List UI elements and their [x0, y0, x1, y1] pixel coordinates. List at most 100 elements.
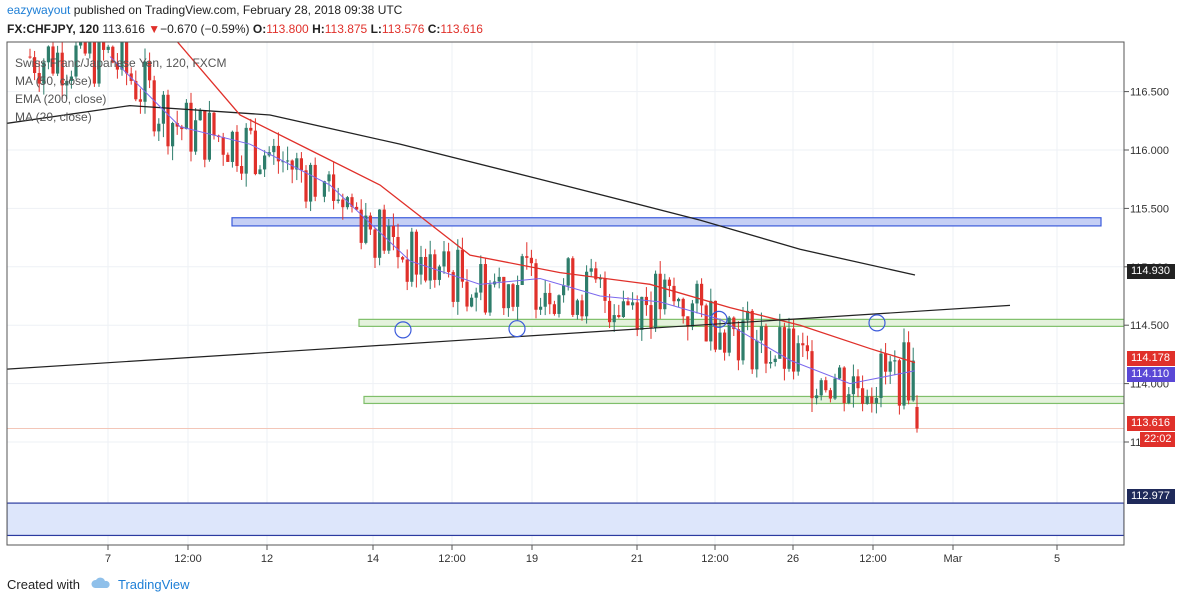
candle-body: [755, 340, 759, 370]
candle-body: [281, 161, 285, 163]
candle-body: [704, 305, 708, 342]
touch-point-circle: [394, 321, 412, 339]
footer: Created with TradingView: [7, 576, 190, 593]
open-label: O:: [252, 22, 267, 36]
candle-body: [805, 345, 809, 352]
ma20-line: [109, 56, 916, 385]
candle-body: [686, 316, 690, 327]
candle-body: [907, 342, 911, 401]
candle-body: [557, 295, 561, 314]
candle-body: [552, 304, 556, 314]
symbol-info: FX:CHFJPY, 120 113.616 ▼−0.670 (−0.59%) …: [7, 22, 483, 36]
candle-body: [364, 215, 368, 243]
candle-body: [506, 284, 510, 309]
ma50-line: [176, 42, 916, 364]
candle-body: [111, 46, 115, 63]
candle-body: [180, 126, 184, 130]
candle-body: [792, 328, 796, 372]
candle-body: [773, 358, 777, 363]
candle-body: [598, 277, 602, 280]
x-tick-label: Mar: [944, 553, 963, 565]
candle-body: [580, 300, 584, 317]
candle-body: [401, 257, 405, 260]
candle-body: [713, 300, 717, 350]
y-tick-label: 116.500: [1130, 87, 1169, 99]
open-value: 113.800: [266, 22, 309, 36]
candle-body: [617, 315, 621, 318]
last-price: 113.616: [102, 22, 145, 36]
candle-body: [626, 301, 630, 306]
x-tick-label: 7: [105, 553, 111, 565]
candle-body: [815, 395, 819, 399]
candle-body: [718, 332, 722, 350]
candle-body: [37, 73, 41, 84]
candle-body: [198, 110, 202, 121]
candle-body: [120, 42, 124, 70]
candles: [28, 42, 919, 433]
candle-body: [125, 42, 129, 74]
candle-body: [654, 273, 658, 328]
support-zone: [363, 395, 1124, 405]
candle-body: [902, 342, 906, 406]
candle-body: [677, 298, 681, 302]
x-tick-label: 26: [787, 553, 799, 565]
ma20-price-tag: 114.110: [1127, 367, 1175, 382]
candle-body: [608, 300, 612, 323]
candle-body: [295, 158, 299, 170]
candle-body: [203, 110, 207, 160]
x-axis[interactable]: 7 12:00 12 14 12:00 19 21 12:00 26 12:00 Mar 5: [105, 545, 1060, 565]
legend-title: Swiss Franc/Japanese Yen, 120, FXCM: [15, 56, 227, 70]
candle-body: [479, 264, 483, 293]
candle-body: [33, 57, 37, 74]
candle-body: [189, 102, 193, 152]
low-value: 113.576: [381, 22, 425, 36]
bar-timer-tag: 22:02: [1140, 432, 1175, 447]
x-tick-label: 21: [631, 553, 643, 565]
plot-border: [6, 41, 1125, 546]
candle-body: [672, 285, 676, 302]
x-tick-label: 12:00: [438, 553, 466, 565]
candle-body: [520, 256, 524, 285]
candle-body: [534, 263, 538, 310]
candle-body: [810, 351, 814, 399]
tradingview-link[interactable]: TradingView: [117, 577, 190, 592]
candle-body: [470, 297, 474, 307]
candle-body: [700, 283, 704, 306]
candle-body: [502, 276, 506, 309]
candle-body: [893, 360, 897, 362]
candle-body: [207, 112, 211, 160]
candle-body: [359, 209, 363, 243]
candle-body: [42, 62, 46, 84]
candle-body: [299, 158, 303, 171]
candle-body: [828, 390, 832, 399]
candle-body: [911, 360, 915, 401]
y-tick-label: 116.000: [1130, 145, 1169, 157]
candle-body: [161, 94, 165, 124]
publish-text: published on TradingView.com, February 2…: [70, 3, 403, 17]
candle-body: [46, 46, 50, 63]
y-tick-label: 114.500: [1130, 320, 1169, 332]
candle-body: [382, 209, 386, 251]
candle-body: [897, 360, 901, 406]
touch-point-circle: [508, 320, 526, 338]
candle-body: [79, 42, 83, 46]
candle-body: [171, 123, 175, 147]
candle-body: [419, 256, 423, 275]
candle-body: [166, 94, 170, 147]
candle-body: [387, 225, 391, 251]
trendline: [7, 304, 1011, 370]
candle-body: [148, 61, 152, 81]
candle-body: [212, 112, 216, 136]
candle-body: [60, 52, 64, 86]
x-tick-label: 5: [1054, 553, 1060, 565]
candle-body: [667, 279, 671, 286]
candle-body: [226, 154, 230, 162]
candle-body: [824, 380, 828, 391]
candle-body: [612, 315, 616, 323]
candle-body: [106, 46, 110, 50]
author-link[interactable]: eazywayout: [7, 3, 71, 17]
candle-body: [263, 155, 267, 170]
candle-body: [83, 42, 87, 54]
candle-body: [736, 329, 740, 361]
